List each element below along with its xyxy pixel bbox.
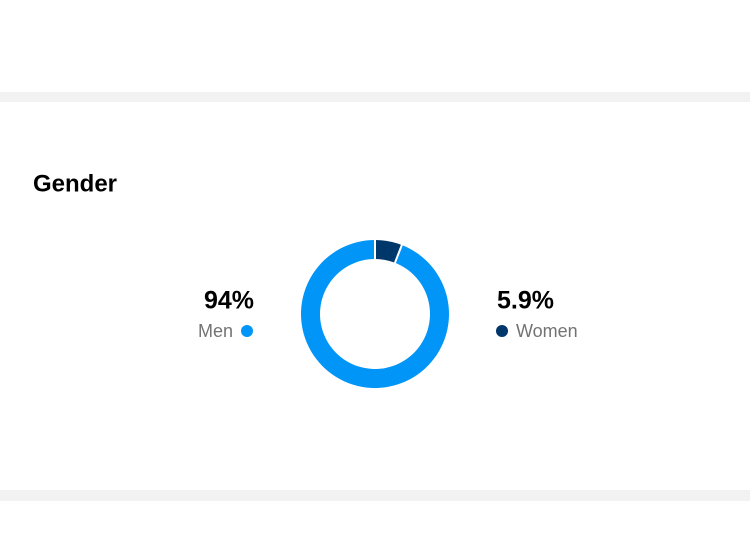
category-label: Men [198, 321, 233, 341]
category-label: Women [516, 321, 578, 341]
segment-gap [393, 243, 404, 265]
legend-dot [241, 325, 253, 337]
donut-segment [375, 240, 402, 263]
section-title: Gender [33, 170, 117, 197]
divider [0, 490, 750, 501]
divider [0, 92, 750, 102]
value-label: 5.9% [497, 287, 554, 315]
value-label: 94% [204, 287, 254, 315]
legend-dot [496, 325, 508, 337]
